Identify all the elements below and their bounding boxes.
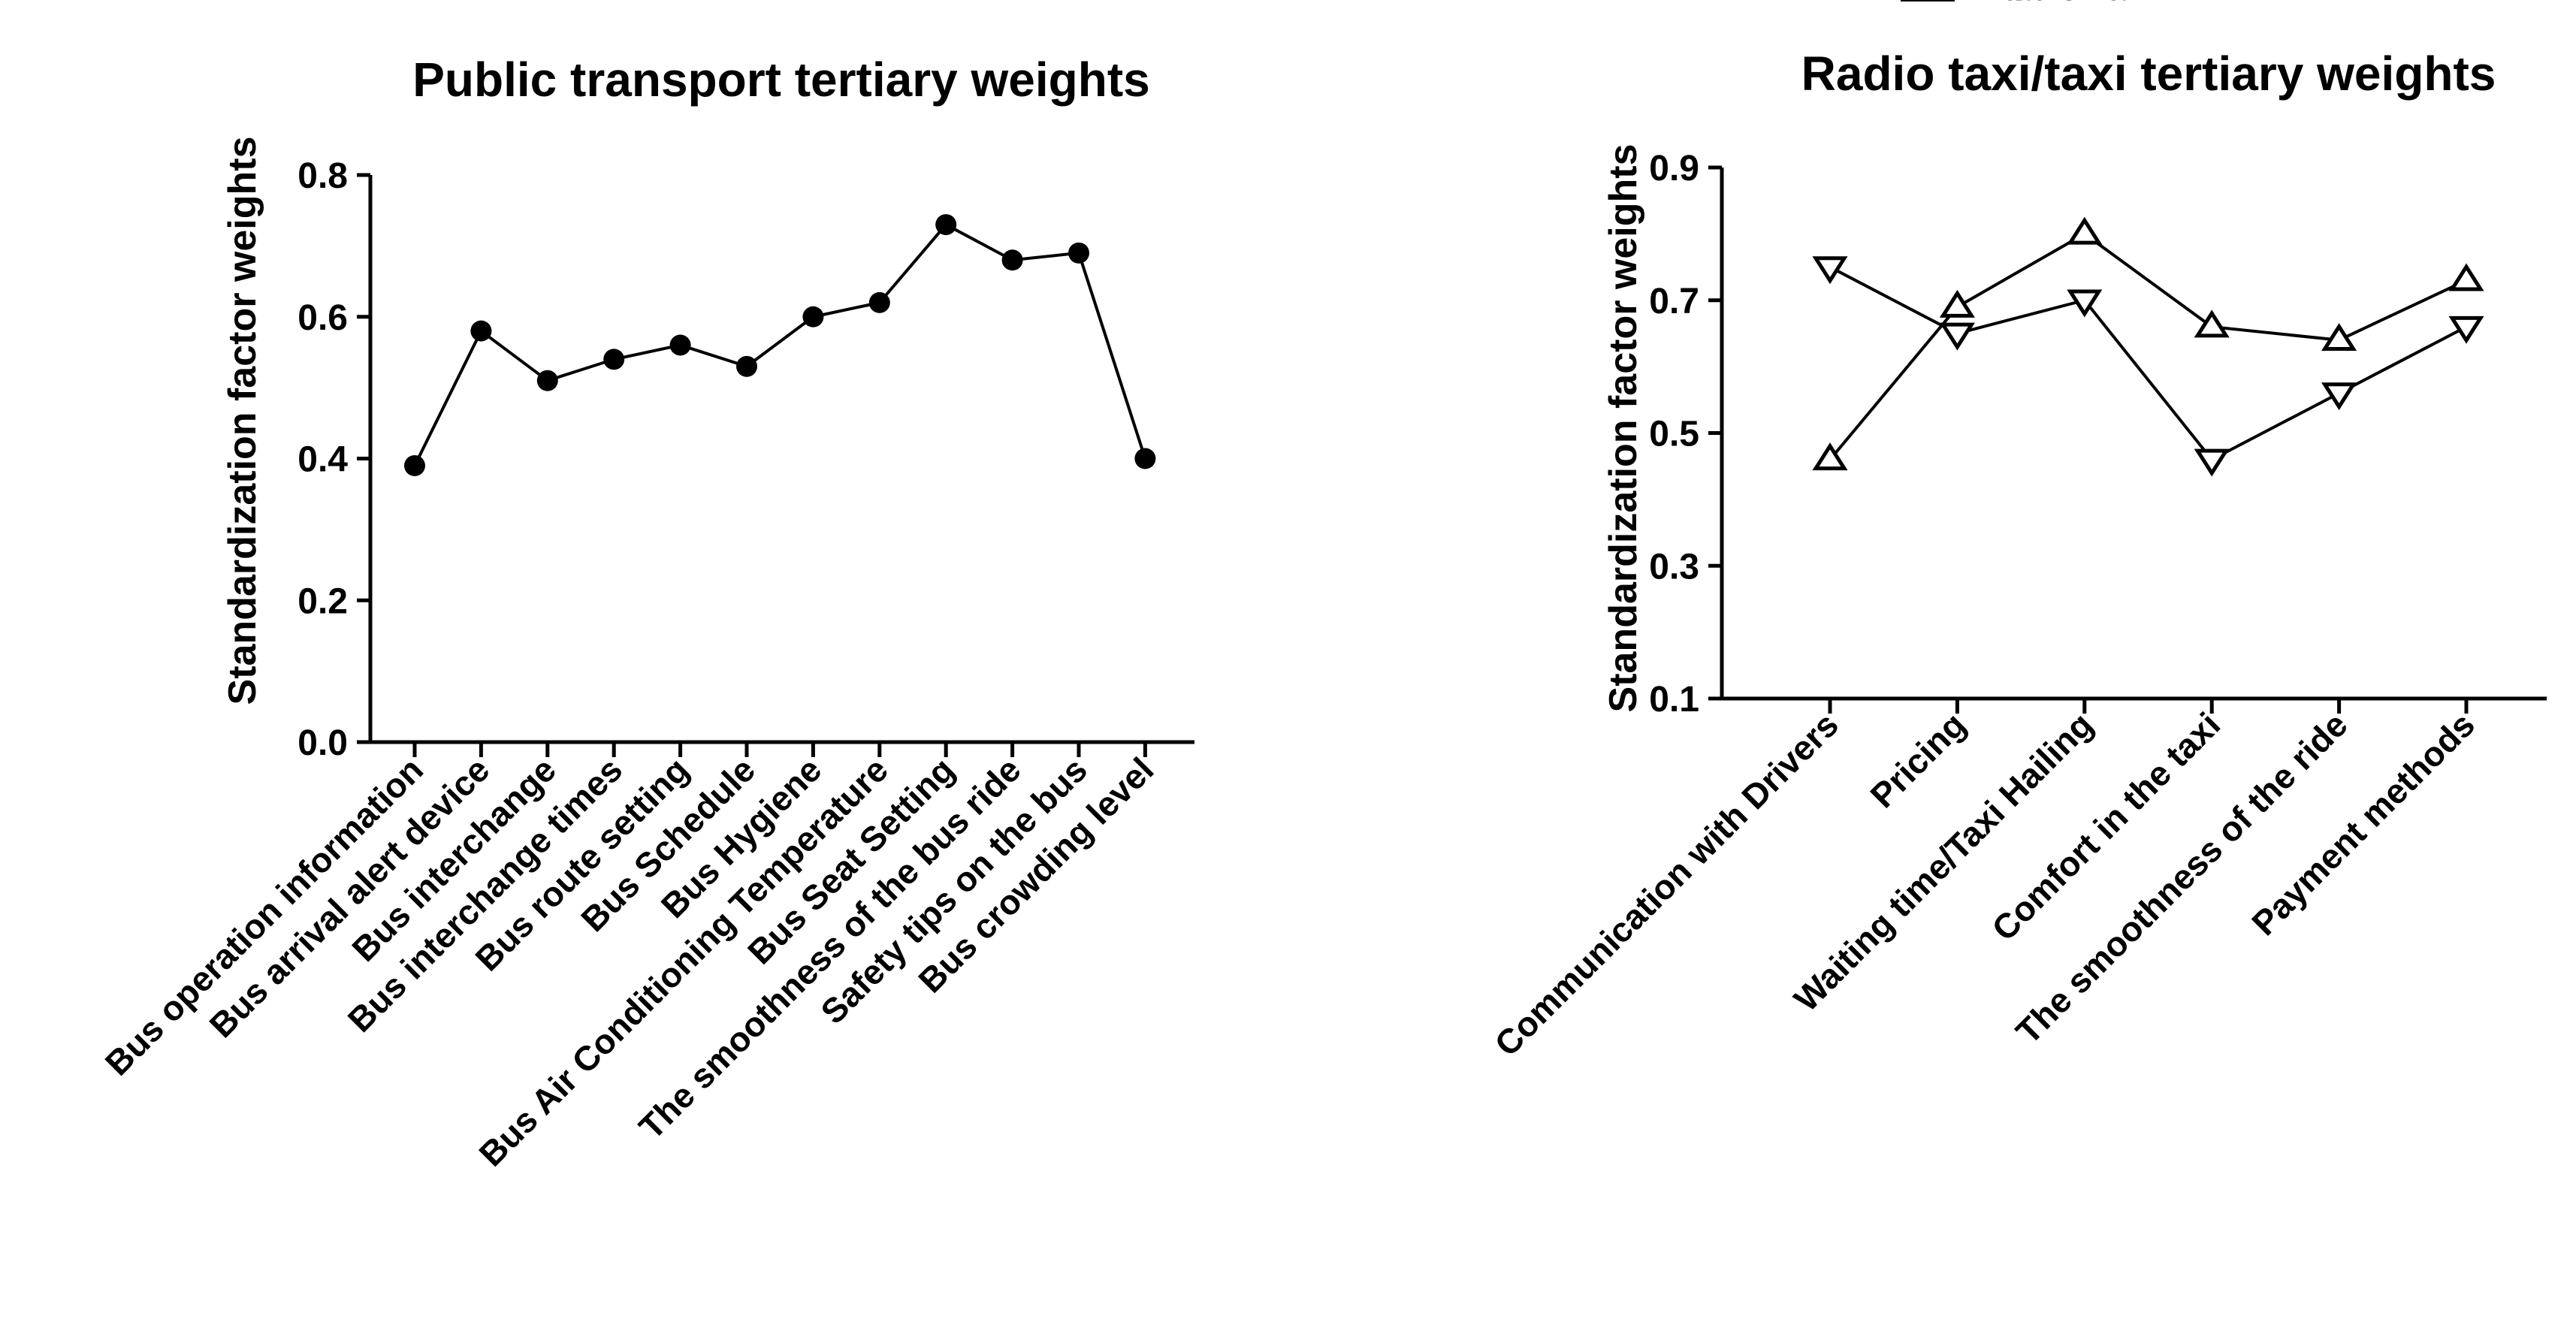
chart-title: Public transport tertiary weights	[412, 53, 1150, 107]
y-tick-label: 0.4	[297, 440, 348, 480]
data-point-taxi	[2067, 216, 2103, 245]
y-tick-label: 0.9	[1649, 149, 1699, 189]
x-tick-label-payment-methods: Payment methods	[2244, 705, 2482, 943]
legend-label-radio-taxi: Radio Taxi	[1985, 0, 2152, 8]
data-point-public-transport	[404, 454, 425, 476]
x-tick-label-communication-with-drivers: Communication with Drivers	[1487, 705, 1846, 1064]
y-tick-label: 0.1	[1649, 680, 1699, 720]
y-tick-label: 0.7	[1649, 282, 1699, 321]
data-point-radio-taxi	[2321, 382, 2357, 411]
data-point-public-transport	[669, 334, 691, 356]
y-axis-title: Standardization factor weights	[221, 137, 264, 705]
y-tick-label: 0.6	[297, 298, 348, 338]
data-point-radio-taxi	[2448, 315, 2484, 344]
data-point-public-transport	[1001, 249, 1023, 271]
data-point-radio-taxi	[1939, 322, 1975, 351]
data-point-public-transport	[1134, 448, 1156, 469]
data-point-public-transport	[935, 214, 957, 236]
data-point-public-transport	[536, 370, 558, 391]
y-tick-label: 0.2	[297, 581, 348, 621]
data-point-public-transport	[1068, 242, 1089, 264]
chart-title: Radio taxi/taxi tertiary weights	[1801, 47, 2496, 101]
data-point-public-transport	[470, 320, 492, 342]
y-axis-title: Standardization factor weights	[1602, 144, 1645, 713]
data-point-public-transport	[868, 291, 890, 313]
data-point-taxi	[2194, 309, 2230, 338]
data-point-taxi	[1812, 442, 1848, 471]
data-point-taxi	[2448, 263, 2484, 291]
x-tick-label-pricing: Pricing	[1862, 705, 1973, 815]
data-point-public-transport	[603, 349, 625, 370]
public-transport-chart: Public transport tertiary weights Standa…	[98, 53, 1194, 1174]
series-line-public-transport	[413, 222, 1147, 466]
x-tick-label-comfort-in-the-taxi: Comfort in the taxi	[1984, 705, 2227, 948]
legend-label-taxi: Taxi	[1985, 0, 2049, 8]
series-line-taxi	[1829, 231, 2467, 461]
data-point-taxi	[1939, 289, 1975, 318]
data-point-radio-taxi	[2194, 448, 2230, 477]
legend: Radio TaxiTaxi	[1901, 0, 2152, 8]
radio-taxi-chart: Radio taxi/taxi tertiary weights Standar…	[1487, 0, 2547, 1064]
y-tick-label: 0.3	[1649, 547, 1699, 587]
series-line-radio-taxi	[1829, 265, 2467, 462]
y-tick-label: 0.0	[297, 723, 348, 763]
data-point-public-transport	[802, 306, 824, 327]
data-point-radio-taxi	[2067, 289, 2103, 318]
data-point-taxi	[2321, 323, 2357, 352]
x-tick-label-bus-arrival-alert-device: Bus arrival alert device	[202, 750, 497, 1045]
y-tick-label: 0.5	[1649, 415, 1699, 454]
y-tick-label: 0.8	[297, 156, 348, 196]
data-point-public-transport	[736, 355, 757, 377]
data-point-radio-taxi	[1812, 256, 1848, 285]
